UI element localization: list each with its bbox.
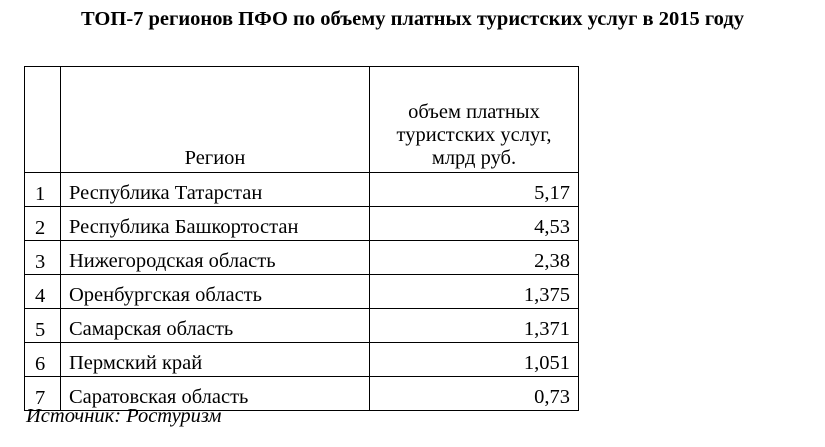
row-value: 2,38: [369, 240, 579, 275]
row-value: 1,375: [369, 274, 579, 309]
header-region: Регион: [60, 66, 370, 173]
document-title: ТОП-7 регионов ПФО по объему платных тур…: [81, 8, 744, 30]
table-header-row: Регион объем платных туристских услуг, м…: [24, 66, 579, 173]
row-number: 7: [24, 376, 61, 411]
table-row: 5 Самарская область 1,371: [24, 308, 579, 343]
row-number: 2: [24, 206, 61, 241]
row-region: Пермский край: [60, 342, 370, 377]
row-region: Самарская область: [60, 308, 370, 343]
table-row: 3 Нижегородская область 2,38: [24, 240, 579, 275]
row-value: 5,17: [369, 172, 579, 207]
row-number: 3: [24, 240, 61, 275]
row-region: Республика Башкортостан: [60, 206, 370, 241]
row-number: 1: [24, 172, 61, 207]
row-region: Оренбургская область: [60, 274, 370, 309]
row-value: 4,53: [369, 206, 579, 241]
row-value: 1,371: [369, 308, 579, 343]
table-row: 7 Саратовская область 0,73: [24, 376, 579, 411]
row-value: 1,051: [369, 342, 579, 377]
header-number: [24, 66, 61, 173]
table-row: 1 Республика Татарстан 5,17: [24, 172, 579, 207]
row-number: 6: [24, 342, 61, 377]
row-number: 5: [24, 308, 61, 343]
row-value: 0,73: [369, 376, 579, 411]
header-value: объем платных туристских услуг, млрд руб…: [369, 66, 579, 173]
table-row: 4 Оренбургская область 1,375: [24, 274, 579, 309]
table-row: 6 Пермский край 1,051: [24, 342, 579, 377]
row-number: 4: [24, 274, 61, 309]
row-region: Нижегородская область: [60, 240, 370, 275]
row-region: Республика Татарстан: [60, 172, 370, 207]
source-note: Источник: Ростуризм: [26, 405, 222, 427]
table-row: 2 Республика Башкортостан 4,53: [24, 206, 579, 241]
regions-table: Регион объем платных туристских услуг, м…: [24, 66, 579, 411]
